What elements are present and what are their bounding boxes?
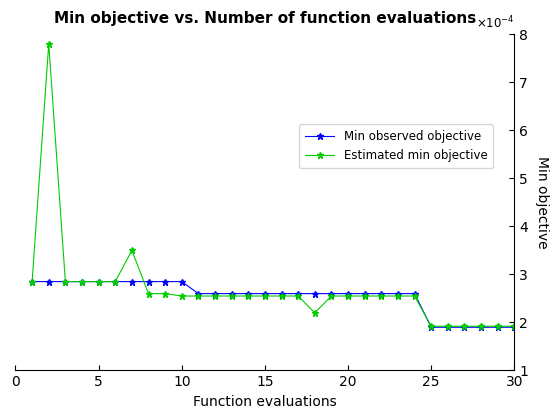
Text: $\times10^{-4}$: $\times10^{-4}$ — [476, 14, 514, 31]
Min observed objective — [129, 279, 136, 284]
Line: Min observed objective: Min observed objective — [29, 278, 518, 331]
X-axis label: Function evaluations: Function evaluations — [193, 395, 337, 409]
Estimated min objective — [395, 294, 402, 299]
Line: Estimated min objective: Estimated min objective — [29, 40, 518, 330]
Min observed objective — [494, 325, 501, 330]
Estimated min objective — [145, 291, 152, 296]
Min observed objective — [262, 291, 268, 296]
Y-axis label: Min objective: Min objective — [535, 156, 549, 249]
Min observed objective — [428, 325, 435, 330]
Min observed objective — [45, 279, 52, 284]
Legend: Min observed objective, Estimated min objective: Min observed objective, Estimated min ob… — [299, 124, 493, 168]
Estimated min objective — [478, 324, 484, 329]
Min observed objective — [361, 291, 368, 296]
Estimated min objective — [494, 324, 501, 329]
Min observed objective — [145, 279, 152, 284]
Min observed objective — [162, 279, 169, 284]
Min observed objective — [212, 291, 218, 296]
Estimated min objective — [112, 279, 119, 284]
Min observed objective — [195, 291, 202, 296]
Min observed objective — [311, 291, 318, 296]
Estimated min objective — [228, 294, 235, 299]
Estimated min objective — [29, 279, 35, 284]
Estimated min objective — [62, 279, 69, 284]
Estimated min objective — [428, 324, 435, 329]
Min observed objective — [295, 291, 301, 296]
Min observed objective — [461, 325, 468, 330]
Estimated min objective — [162, 291, 169, 296]
Estimated min objective — [361, 294, 368, 299]
Estimated min objective — [45, 41, 52, 46]
Estimated min objective — [445, 324, 451, 329]
Estimated min objective — [262, 294, 268, 299]
Estimated min objective — [195, 294, 202, 299]
Estimated min objective — [295, 294, 301, 299]
Min observed objective — [95, 279, 102, 284]
Estimated min objective — [212, 294, 218, 299]
Estimated min objective — [411, 294, 418, 299]
Min observed objective — [62, 279, 69, 284]
Min observed objective — [245, 291, 251, 296]
Estimated min objective — [95, 279, 102, 284]
Min observed objective — [278, 291, 285, 296]
Estimated min objective — [129, 248, 136, 253]
Min observed objective — [228, 291, 235, 296]
Estimated min objective — [245, 294, 251, 299]
Min observed objective — [328, 291, 335, 296]
Min observed objective — [179, 279, 185, 284]
Estimated min objective — [179, 294, 185, 299]
Min observed objective — [395, 291, 402, 296]
Min observed objective — [445, 325, 451, 330]
Estimated min objective — [511, 324, 517, 329]
Estimated min objective — [311, 310, 318, 315]
Min observed objective — [378, 291, 385, 296]
Min observed objective — [511, 325, 517, 330]
Min observed objective — [411, 291, 418, 296]
Min observed objective — [29, 279, 35, 284]
Min observed objective — [78, 279, 85, 284]
Estimated min objective — [461, 324, 468, 329]
Title: Min objective vs. Number of function evaluations: Min objective vs. Number of function eva… — [54, 11, 476, 26]
Estimated min objective — [78, 279, 85, 284]
Min observed objective — [345, 291, 352, 296]
Estimated min objective — [378, 294, 385, 299]
Min observed objective — [112, 279, 119, 284]
Min observed objective — [478, 325, 484, 330]
Estimated min objective — [328, 294, 335, 299]
Estimated min objective — [278, 294, 285, 299]
Estimated min objective — [345, 294, 352, 299]
